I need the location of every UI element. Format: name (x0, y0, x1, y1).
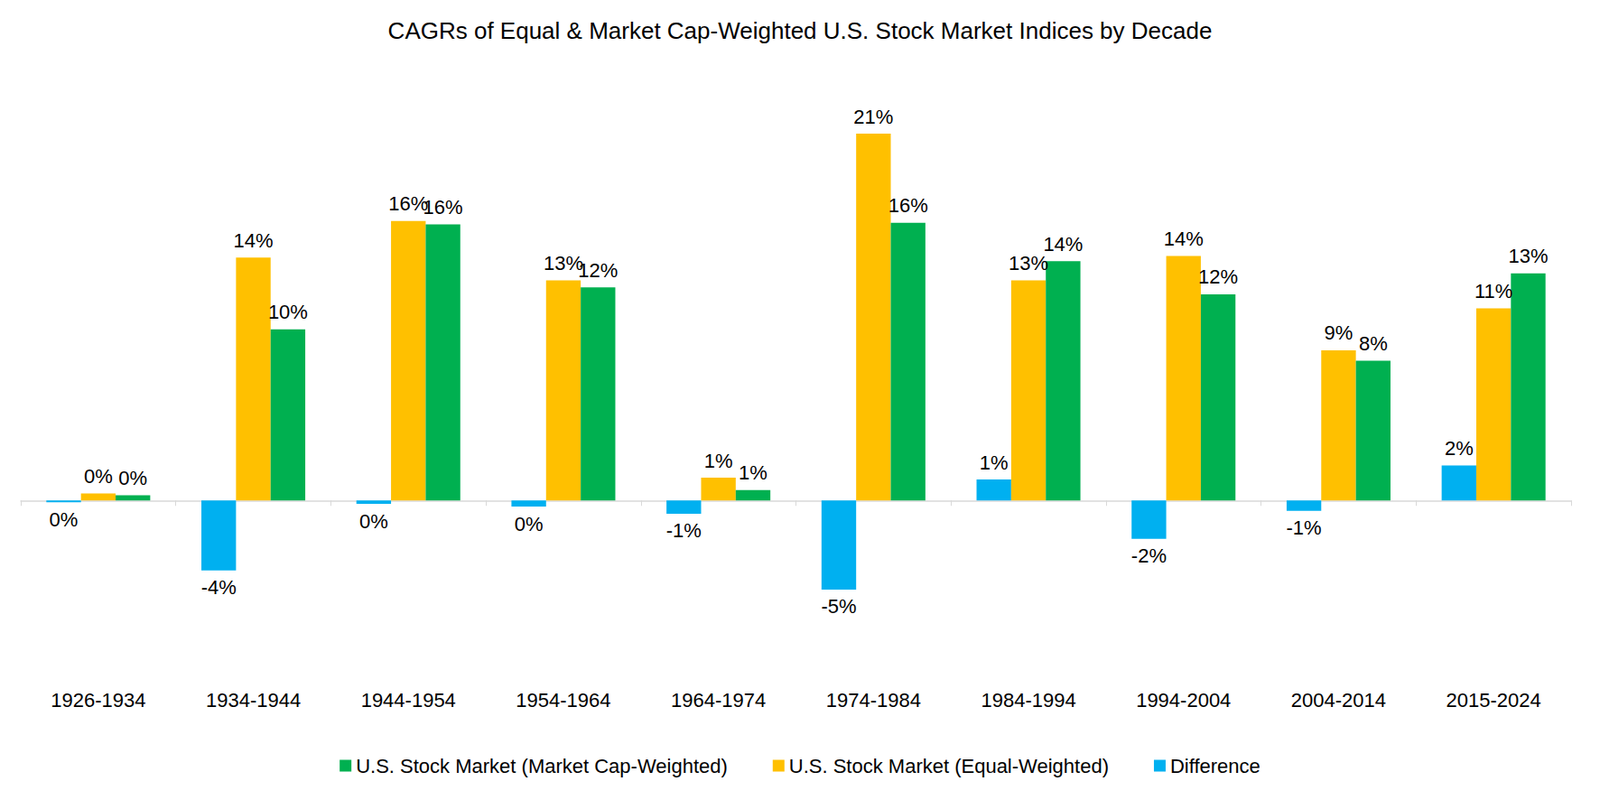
svg-text:-1%: -1% (1286, 516, 1322, 540)
svg-text:CAGRs of Equal & Market Cap-We: CAGRs of Equal & Market Cap-Weighted U.S… (388, 17, 1213, 45)
svg-text:0%: 0% (49, 508, 79, 531)
svg-text:1926-1934: 1926-1934 (50, 688, 146, 712)
svg-text:1%: 1% (979, 451, 1009, 475)
svg-text:1%: 1% (704, 449, 734, 473)
svg-text:12%: 12% (577, 259, 618, 282)
svg-text:1984-1994: 1984-1994 (980, 688, 1076, 712)
svg-text:16%: 16% (888, 194, 929, 217)
svg-text:2004-2014: 2004-2014 (1291, 688, 1387, 712)
svg-text:14%: 14% (1042, 232, 1083, 256)
svg-text:13%: 13% (1507, 244, 1548, 268)
svg-text:1954-1964: 1954-1964 (515, 688, 611, 712)
svg-text:0%: 0% (514, 512, 544, 536)
svg-text:0%: 0% (83, 465, 113, 488)
svg-text:1934-1944: 1934-1944 (205, 688, 301, 712)
svg-text:-2%: -2% (1131, 544, 1167, 568)
svg-text:10%: 10% (268, 300, 308, 324)
svg-text:21%: 21% (853, 105, 894, 129)
svg-text:1974-1984: 1974-1984 (826, 688, 921, 712)
svg-text:2%: 2% (1444, 437, 1474, 460)
svg-text:U.S. Stock Market (Equal-Weigh: U.S. Stock Market (Equal-Weighted) (789, 754, 1109, 778)
svg-text:-5%: -5% (820, 595, 856, 618)
svg-text:12%: 12% (1198, 265, 1238, 289)
svg-text:1994-2004: 1994-2004 (1135, 688, 1231, 712)
svg-text:Difference: Difference (1170, 754, 1261, 778)
svg-text:14%: 14% (233, 229, 274, 252)
svg-text:-1%: -1% (666, 519, 702, 542)
svg-text:11%: 11% (1474, 279, 1513, 303)
svg-text:-4%: -4% (201, 576, 237, 599)
svg-text:1%: 1% (738, 461, 768, 484)
svg-text:16%: 16% (423, 195, 464, 219)
svg-text:13%: 13% (1008, 251, 1049, 275)
svg-text:1944-1954: 1944-1954 (361, 688, 456, 712)
svg-text:0%: 0% (118, 466, 148, 490)
svg-text:0%: 0% (359, 510, 389, 533)
svg-text:16%: 16% (388, 192, 429, 216)
svg-text:2015-2024: 2015-2024 (1446, 688, 1542, 712)
svg-text:1964-1974: 1964-1974 (670, 688, 766, 712)
svg-text:13%: 13% (543, 251, 584, 275)
svg-text:14%: 14% (1163, 227, 1204, 251)
svg-text:8%: 8% (1358, 332, 1388, 355)
svg-text:9%: 9% (1324, 321, 1354, 345)
svg-text:U.S. Stock Market (Market Cap-: U.S. Stock Market (Market Cap-Weighted) (355, 754, 728, 778)
